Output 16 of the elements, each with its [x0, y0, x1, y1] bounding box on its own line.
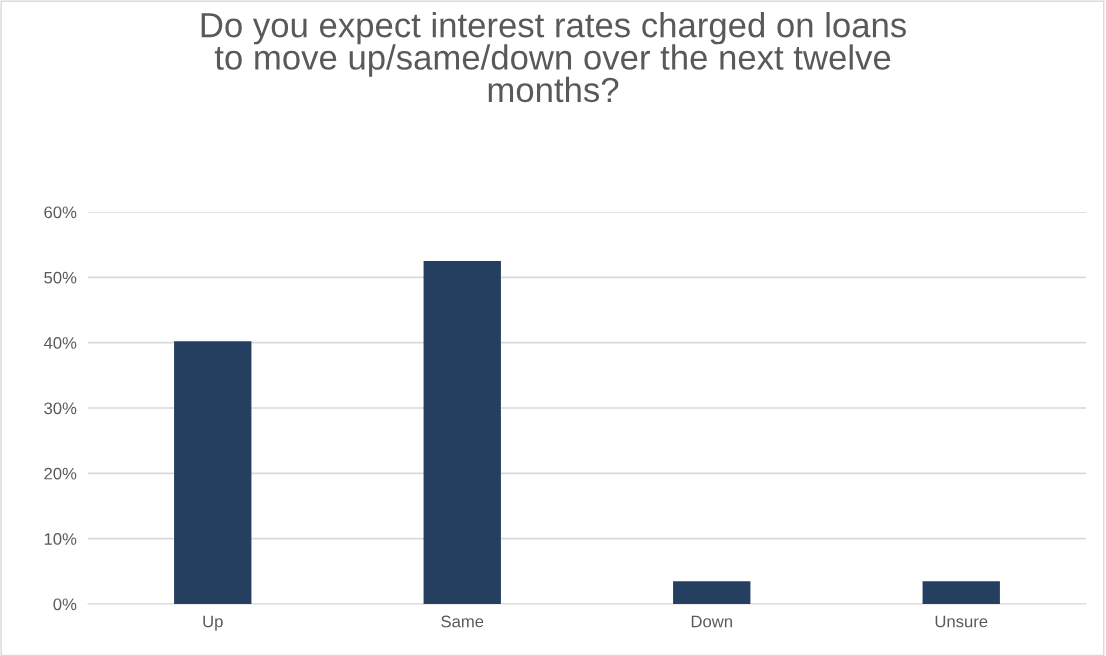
- x-tick-label: Unsure: [935, 615, 988, 628]
- x-tick-label: Down: [691, 615, 732, 628]
- y-tick-label: 20%: [44, 467, 77, 480]
- bar: [673, 581, 751, 604]
- y-tick-label: 10%: [44, 533, 77, 545]
- x-tick-label: Same: [441, 615, 484, 628]
- y-tick-label: 60%: [44, 206, 77, 219]
- y-tick-label: 0%: [53, 598, 77, 611]
- chart-title: Do you expect interest rates charged on loans to move up/same/down over the next twelve months?: [201, 12, 906, 103]
- x-tick-label: Up: [203, 615, 223, 631]
- bar: [423, 261, 501, 604]
- bar: [174, 341, 252, 604]
- y-tick-label: 30%: [44, 402, 77, 415]
- y-tick-label: 40%: [43, 337, 77, 349]
- bar: [922, 581, 1000, 604]
- y-tick-label: 50%: [44, 271, 77, 284]
